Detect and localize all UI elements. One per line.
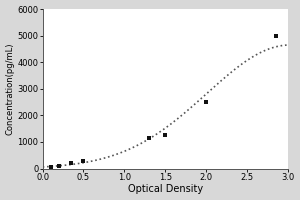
Y-axis label: Concentration(pg/mL): Concentration(pg/mL) (6, 43, 15, 135)
X-axis label: Optical Density: Optical Density (128, 184, 203, 194)
